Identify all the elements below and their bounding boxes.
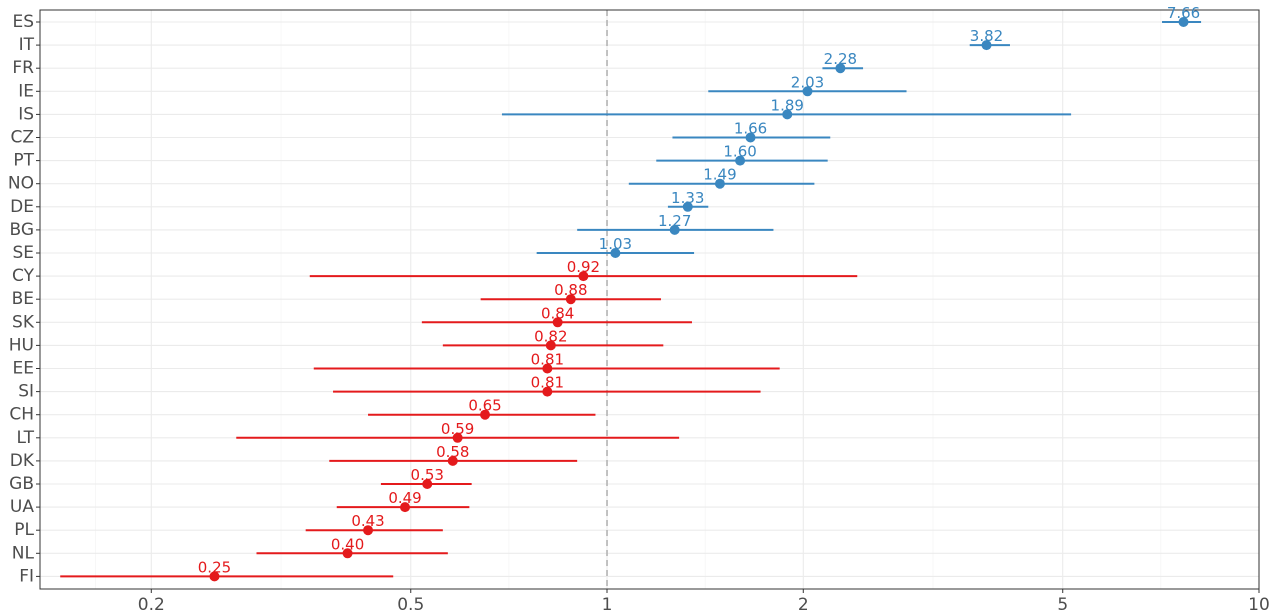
point-sk <box>552 317 563 328</box>
y-tick-label-pl: PL <box>14 520 34 540</box>
value-label-bg: 1.27 <box>658 212 691 230</box>
point-fr <box>835 63 846 74</box>
value-label-gb: 0.53 <box>411 466 444 484</box>
x-tick-label: 0.5 <box>397 595 424 615</box>
point-se <box>610 248 621 258</box>
value-label-si: 0.81 <box>531 374 564 392</box>
y-tick-label-se: SE <box>12 243 34 263</box>
value-labels: 7.66 3.82 2.282.03 1.891.66 1.60 1.49 1.33 1.27… <box>198 4 1200 576</box>
point-estimates <box>209 17 1189 582</box>
point-ch <box>480 409 491 420</box>
point-no <box>714 178 725 189</box>
point-bg <box>669 224 680 235</box>
value-label-se: 1.03 <box>599 235 632 253</box>
x-tick-label: 10 <box>1248 595 1270 615</box>
point-de <box>682 201 693 212</box>
y-tick-label-si: SI <box>18 382 34 402</box>
value-label-de: 1.33 <box>671 189 704 207</box>
y-tick-label-hu: HU <box>9 335 34 355</box>
value-label-no: 1.49 <box>703 166 736 184</box>
point-ie <box>802 86 813 97</box>
y-tick-label-gb: GB <box>9 474 34 494</box>
y-tick-label-bg: BG <box>9 220 34 240</box>
y-tick-label-no: NO <box>8 174 34 194</box>
value-label-cz: 1.66 <box>734 120 767 138</box>
value-label-pl: 0.43 <box>351 512 384 530</box>
value-label-ua: 0.49 <box>388 489 421 507</box>
y-tick-label-is: IS <box>18 104 34 124</box>
value-label-ee: 0.81 <box>531 351 564 369</box>
y-tick-label-fr: FR <box>12 58 34 78</box>
y-tick-label-de: DE <box>10 197 34 217</box>
value-label-es: 7.66 <box>1167 4 1200 22</box>
y-tick-label-cy: CY <box>12 266 35 286</box>
value-label-it: 3.82 <box>970 27 1003 45</box>
point-lt <box>452 432 463 443</box>
point-ee <box>542 363 553 374</box>
point-si <box>542 386 553 397</box>
y-axis: ES IT FR IE IS CZ PT NO DE BG SE CY BE SK HU EE SI CH LT DK… <box>8 12 40 586</box>
value-label-pt: 1.60 <box>723 143 756 161</box>
point-hu <box>545 340 556 351</box>
value-label-sk: 0.84 <box>541 304 574 322</box>
value-label-nl: 0.40 <box>331 535 364 553</box>
y-tick-label-ie: IE <box>18 81 34 101</box>
y-tick-label-cz: CZ <box>10 128 34 148</box>
y-tick-label-ua: UA <box>10 497 34 517</box>
y-tick-label-ee: EE <box>13 359 34 379</box>
point-pt <box>735 155 746 166</box>
y-tick-label-fi: FI <box>19 566 34 586</box>
value-label-dk: 0.58 <box>436 443 469 461</box>
point-cz <box>745 132 756 143</box>
y-tick-label-it: IT <box>19 35 35 55</box>
y-tick-label-dk: DK <box>10 451 35 471</box>
y-tick-label-ch: CH <box>9 405 34 425</box>
y-tick-label-lt: LT <box>16 428 34 448</box>
point-nl <box>342 548 353 559</box>
x-tick-label: 1 <box>602 595 613 615</box>
y-tick-label-es: ES <box>12 12 34 32</box>
value-label-fr: 2.28 <box>824 50 857 68</box>
point-it <box>981 40 992 51</box>
x-tick-label: 2 <box>798 595 809 615</box>
value-label-cy: 0.92 <box>567 258 600 276</box>
point-ua <box>400 502 411 513</box>
value-label-fi: 0.25 <box>198 558 231 576</box>
y-tick-label-sk: SK <box>12 312 35 332</box>
y-tick-label-pt: PT <box>13 151 34 171</box>
point-es <box>1178 17 1189 27</box>
point-dk <box>447 455 458 466</box>
y-tick-label-be: BE <box>12 289 34 309</box>
x-axis: 0.2 0.5 1 2 5 10 <box>138 589 1270 615</box>
point-is <box>782 109 793 120</box>
value-label-ie: 2.03 <box>791 73 824 91</box>
point-gb <box>422 479 433 489</box>
x-tick-label: 0.2 <box>138 595 165 615</box>
point-be <box>565 294 576 305</box>
y-tick-label-nl: NL <box>12 543 35 563</box>
value-label-is: 1.89 <box>771 96 804 114</box>
value-label-be: 0.88 <box>554 281 587 299</box>
value-label-hu: 0.82 <box>534 327 567 345</box>
point-fi <box>209 571 220 582</box>
x-tick-label: 5 <box>1057 595 1068 615</box>
value-label-ch: 0.65 <box>468 397 501 415</box>
value-label-lt: 0.59 <box>441 420 474 438</box>
point-pl <box>363 525 374 536</box>
point-cy <box>578 271 589 282</box>
